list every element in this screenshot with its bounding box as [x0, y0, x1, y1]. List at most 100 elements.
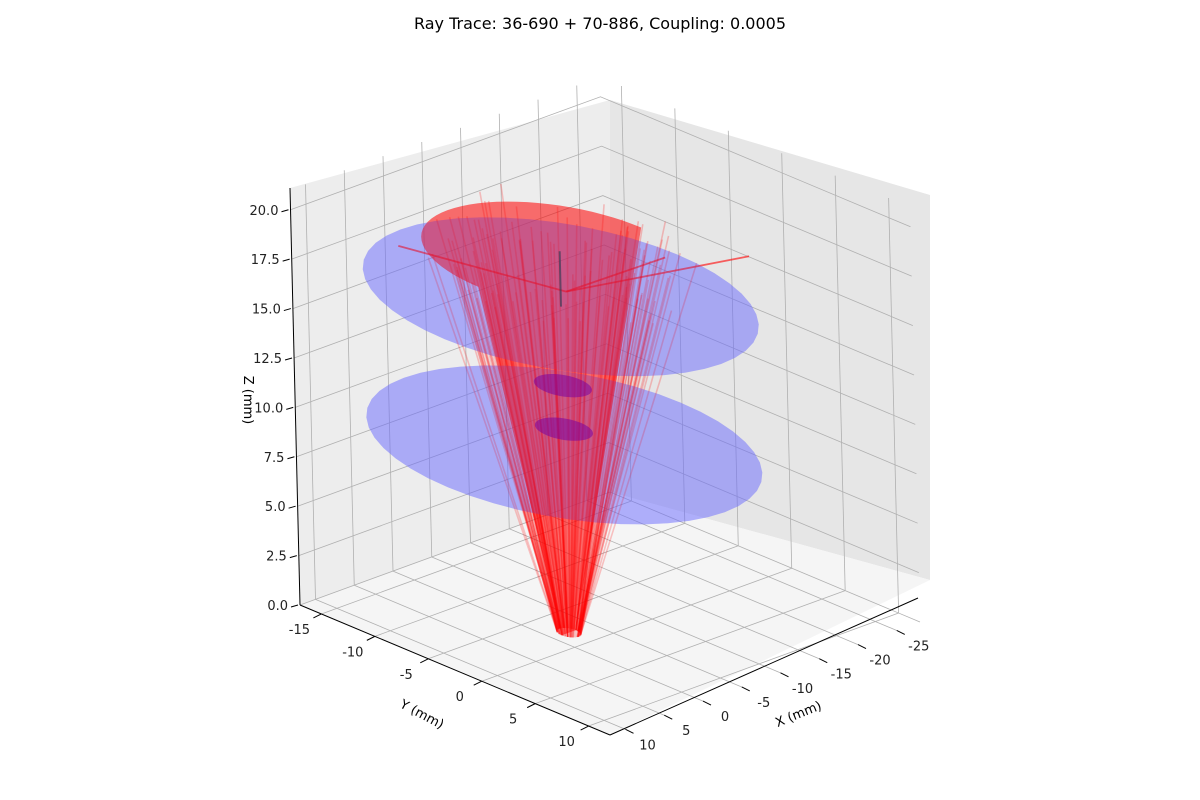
ray-line: [496, 284, 563, 636]
ray-line: [572, 296, 601, 638]
ray-line: [473, 219, 561, 629]
z-tick-mark: [287, 456, 295, 460]
grid-line: [481, 567, 792, 682]
ray-line: [494, 306, 563, 636]
ray-line: [575, 253, 623, 631]
ray-line: [579, 243, 648, 633]
z-tick-mark: [290, 604, 299, 608]
y-tick-label: -5: [400, 668, 413, 683]
ray-line: [576, 277, 630, 638]
grid-line: [299, 491, 921, 623]
x-tick-label: -5: [757, 696, 770, 711]
ray-line: [460, 258, 561, 635]
x-tick-label: 0: [721, 710, 729, 725]
ray-line: [577, 221, 667, 632]
z-tick-label: 15.0: [252, 303, 281, 318]
x-tick-label: 5: [682, 724, 690, 739]
grid-line: [586, 500, 897, 631]
ray-line: [567, 318, 571, 638]
y-axis-line: [299, 604, 611, 736]
ray-line: [576, 231, 630, 632]
x-axis-label: X (mm): [773, 699, 824, 731]
x-tick-mark: [741, 686, 750, 692]
axis-marker: [558, 251, 562, 307]
z-tick-label: 5.0: [265, 500, 286, 515]
ray-line: [472, 282, 561, 635]
ray-line: [499, 231, 562, 629]
ray-line: [500, 238, 564, 629]
ray-line: [534, 288, 567, 637]
x-tick-label: -10: [792, 682, 813, 697]
ray-line: [572, 270, 592, 638]
z-tick-mark: [283, 308, 291, 312]
ray-line: [551, 290, 569, 637]
ray-line: [578, 246, 659, 633]
ray-line: [578, 283, 631, 637]
ray-line: [577, 261, 645, 632]
tick-labels: 0.0 2.5 5.0 7.5 10.0 12.5 15.0 17.5 20.0 -15 -10 -5…: [250, 204, 930, 754]
ray-line: [576, 322, 632, 638]
ray-line: [579, 255, 646, 634]
ray-line: [575, 255, 610, 631]
ray-line: [576, 320, 650, 638]
ray-line: [550, 305, 569, 637]
y-tick-label: 0: [456, 690, 464, 705]
ray-line: [571, 302, 585, 638]
ray-line: [451, 240, 559, 630]
z-tick-label: 20.0: [250, 204, 279, 219]
x-tick-label: -20: [869, 654, 890, 669]
ray-bundle: [398, 183, 750, 638]
ray-line: [516, 274, 566, 637]
ray-line: [579, 275, 672, 636]
ray-line: [578, 226, 629, 632]
ray-line: [551, 311, 569, 637]
grid-line: [470, 542, 781, 674]
ray-line: [575, 234, 624, 631]
y-tick-mark: [366, 635, 376, 641]
floor-pane: [300, 492, 930, 735]
ray-line: [427, 257, 559, 633]
x-tick-mark: [664, 714, 673, 720]
ray-line: [484, 263, 563, 636]
ray-line: [512, 301, 565, 637]
ray-line: [578, 277, 670, 637]
ray-line: [476, 297, 561, 635]
ray-line: [485, 300, 563, 636]
ray-line: [447, 238, 559, 630]
ray-line: [456, 266, 559, 633]
ray-line: [577, 300, 656, 637]
ray-line: [519, 238, 566, 629]
ray-line: [577, 248, 626, 632]
x-tick-mark: [896, 630, 905, 635]
ray-line: [492, 290, 564, 636]
grid-line: [535, 590, 846, 704]
z-tick-mark: [282, 258, 290, 262]
x-tick-mark: [857, 644, 867, 650]
escaped-ray: [565, 256, 666, 293]
ray-line: [541, 299, 569, 637]
ray-line: [481, 228, 562, 629]
y-tick-label: -15: [289, 623, 310, 638]
z-axis-line: [289, 187, 301, 606]
ray-line: [571, 275, 586, 638]
ray-line: [553, 317, 569, 638]
lens-disc: [366, 365, 763, 525]
ray-line: [466, 216, 561, 629]
ray-line: [570, 321, 582, 638]
ray-line: [575, 219, 624, 631]
ray-line: [575, 251, 613, 631]
grid-line: [354, 584, 665, 716]
z-tick-mark: [286, 406, 294, 410]
ray-line: [464, 267, 559, 633]
ray-line: [472, 237, 560, 630]
ray-line: [577, 297, 628, 637]
ray-line: [579, 272, 636, 636]
ray-line: [431, 253, 558, 631]
z-tick-label: 12.5: [253, 352, 282, 367]
y-tick-mark: [580, 725, 589, 731]
grid-line: [588, 612, 899, 727]
ray-line: [565, 304, 571, 638]
ray-line: [569, 280, 576, 638]
ray-line: [572, 204, 605, 630]
